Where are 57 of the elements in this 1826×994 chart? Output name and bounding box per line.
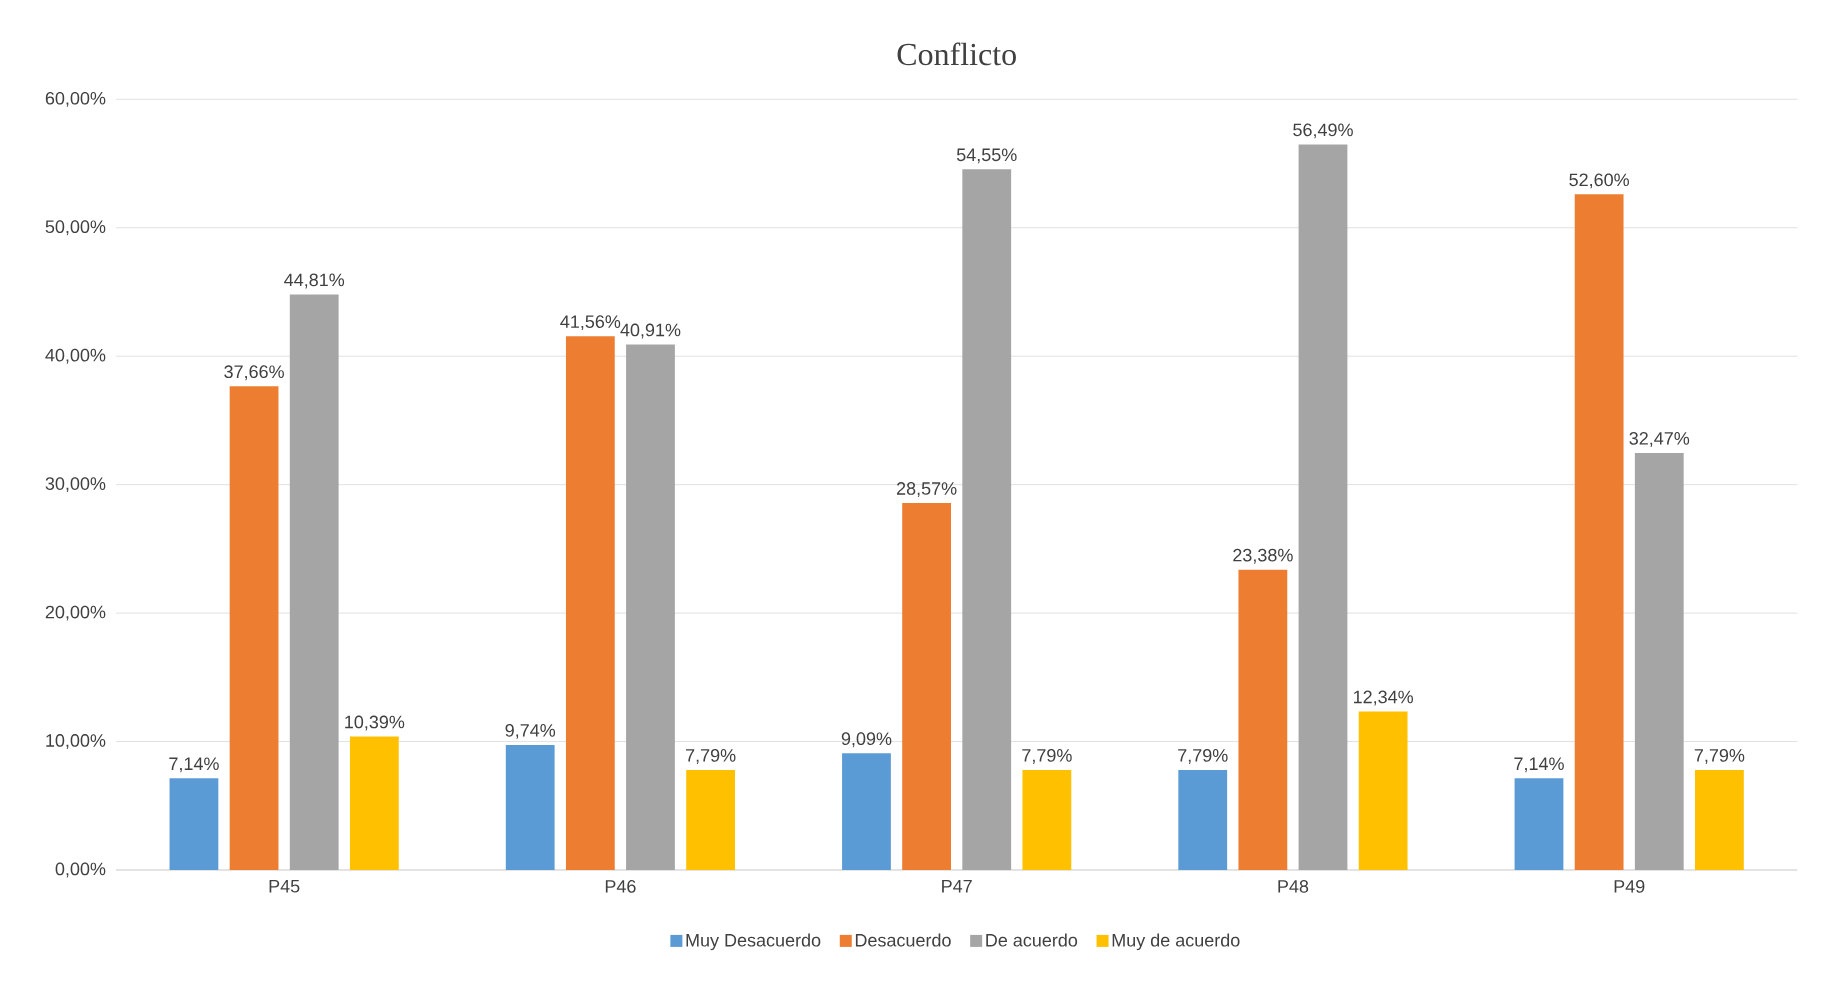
bar: [565, 336, 615, 870]
bar: [229, 386, 279, 870]
bar: [1238, 569, 1288, 870]
x-tick-label: P47: [942, 880, 972, 893]
bar: [686, 769, 736, 870]
bar: [1358, 711, 1408, 870]
data-label: 10,39%: [345, 715, 405, 731]
data-label: 40,91%: [620, 323, 681, 339]
bar: [902, 503, 951, 870]
data-label: 23,38%: [1233, 548, 1293, 564]
data-label: 9,09%: [841, 732, 892, 748]
data-label: 52,60%: [1569, 173, 1630, 189]
x-tick-label: P49: [1614, 880, 1645, 893]
bar: [169, 778, 219, 870]
bar: [1514, 778, 1564, 870]
bar: [842, 753, 891, 870]
bar: [1695, 769, 1744, 870]
data-label: 7,14%: [1514, 757, 1564, 773]
data-label: 54,55%: [956, 148, 1017, 164]
bar: [1634, 452, 1684, 870]
data-label: 32,47%: [1629, 432, 1690, 447]
data-label: 7,79%: [1178, 749, 1228, 764]
data-label: 7,79%: [1694, 749, 1745, 764]
x-tick-label: P46: [605, 880, 636, 893]
bar: [626, 344, 675, 870]
legend-label: De acuerdo: [986, 933, 1078, 947]
bar: [349, 736, 399, 870]
legend-label: Muy Desacuerdo: [686, 933, 821, 951]
bar: [289, 294, 339, 870]
x-tick-label: P48: [1278, 880, 1309, 893]
bar: [1022, 769, 1072, 870]
data-label: 56,49%: [1293, 123, 1353, 139]
bar: [1574, 194, 1624, 870]
y-tick-label: 30,00%: [45, 477, 106, 493]
data-label: 12,34%: [1353, 690, 1414, 706]
bar: [962, 169, 1012, 870]
bar: [1178, 769, 1228, 870]
x-tick-label: P45: [269, 880, 300, 893]
chart-title: Conflicto: [897, 42, 1016, 66]
data-label: 7,14%: [169, 757, 219, 773]
legend-label: Desacuerdo: [855, 933, 951, 947]
data-label: 41,56%: [560, 315, 621, 331]
legend-label: Muy de acuerdo: [1112, 933, 1240, 951]
data-label: 7,79%: [686, 749, 736, 764]
bar: [505, 744, 555, 870]
data-label: 28,57%: [896, 482, 957, 497]
y-tick-label: 0,00%: [55, 862, 106, 878]
y-tick-label: 60,00%: [45, 91, 106, 107]
bar: [1298, 144, 1348, 870]
data-label: 7,79%: [1022, 749, 1072, 764]
y-tick-label: 50,00%: [45, 220, 106, 236]
y-tick-label: 10,00%: [46, 734, 106, 749]
data-label: 9,74%: [505, 723, 556, 739]
data-label: 37,66%: [224, 365, 284, 381]
y-tick-label: 40,00%: [45, 348, 106, 364]
y-tick-label: 20,00%: [45, 605, 106, 621]
data-label: 44,81%: [284, 273, 345, 289]
